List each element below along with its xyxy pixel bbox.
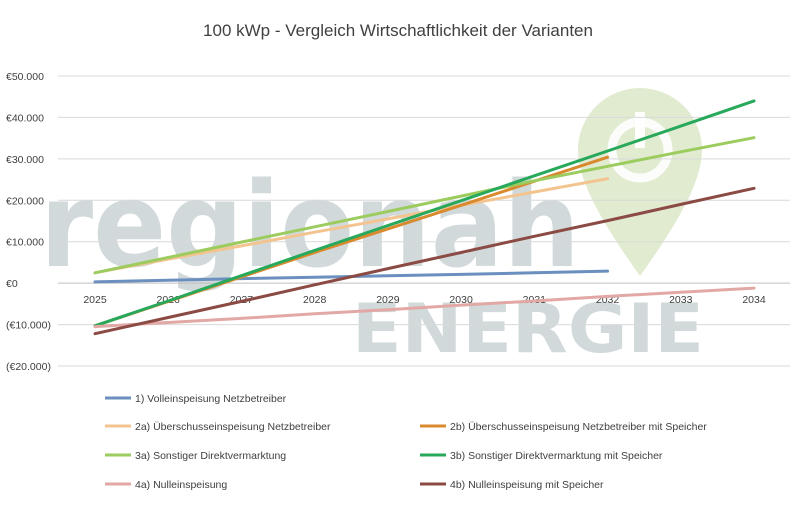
series-line-4b-nulleinspeisung-mit-speicher [93, 186, 756, 336]
gridlines [58, 75, 790, 367]
x-tick-label: 2030 [449, 294, 473, 306]
y-tick-label: €20.000 [6, 195, 44, 207]
y-tick-label: (€20.000) [6, 361, 51, 373]
y-tick-label: €30.000 [6, 154, 44, 166]
watermark-regionah: regionah [40, 156, 580, 294]
x-axis-labels: 2025 2026 2027 2028 2029 2030 2031 2032 2033 2034 [83, 294, 766, 306]
logo-power-bar [635, 112, 645, 148]
legend-label-4a-nulleinspeisung: 4a) Nulleinspeisung [135, 479, 227, 491]
series-line-3a-sonstiger-direktvermarktung [93, 136, 756, 275]
chart-title: 100 kWp - Vergleich Wirtschaftlichkeit d… [203, 21, 593, 40]
legend-label-2b-berschusseinspeisung-netzbetreiber-mit-speicher: 2b) Überschusseinspeisung Netzbetreiber … [450, 421, 707, 433]
series-line-4a-nulleinspeisung [93, 286, 756, 329]
legend-label-4b-nulleinspeisung-mit-speicher: 4b) Nulleinspeisung mit Speicher [450, 479, 604, 491]
series-line-3b-sonstiger-direktvermarktung-mit-speicher [93, 99, 756, 328]
watermark-energie: ENERGIE [352, 290, 704, 369]
regionah-energie-watermark-logo: regionah ENERGIE [40, 88, 704, 369]
y-tick-label: €10.000 [6, 237, 44, 249]
y-tick-label: €50.000 [6, 71, 44, 83]
y-tick-label: €40.000 [6, 112, 44, 124]
y-tick-label: €0 [6, 278, 18, 290]
x-tick-label: 2025 [83, 294, 107, 306]
series-line-2a-berschusseinspeisung-netzbetreiber [93, 177, 610, 275]
legend-label-1-volleinspeisung-netzbetreiber: 1) Volleinspeisung Netzbetreiber [135, 393, 287, 405]
x-tick-label: 2033 [669, 294, 693, 306]
x-tick-label: 2029 [376, 294, 400, 306]
legend-label-2a-berschusseinspeisung-netzbetreiber: 2a) Überschusseinspeisung Netzbetreiber [135, 421, 331, 433]
series-lines [93, 99, 756, 336]
y-tick-label: (€10.000) [6, 320, 51, 332]
legend-label-3b-sonstiger-direktvermarktung-mit-speicher: 3b) Sonstiger Direktvermarktung mit Spei… [450, 450, 663, 462]
y-axis-labels: €50.000 €40.000 €30.000 €20.000 €10.000 €0 (€1… [6, 71, 51, 373]
x-tick-label: 2034 [742, 294, 766, 306]
legend-label-3a-sonstiger-direktvermarktung: 3a) Sonstiger Direktvermarktung [135, 450, 286, 462]
legend: 1) Volleinspeisung Netzbetreiber 2a) Über… [105, 393, 707, 491]
x-tick-label: 2028 [303, 294, 327, 306]
